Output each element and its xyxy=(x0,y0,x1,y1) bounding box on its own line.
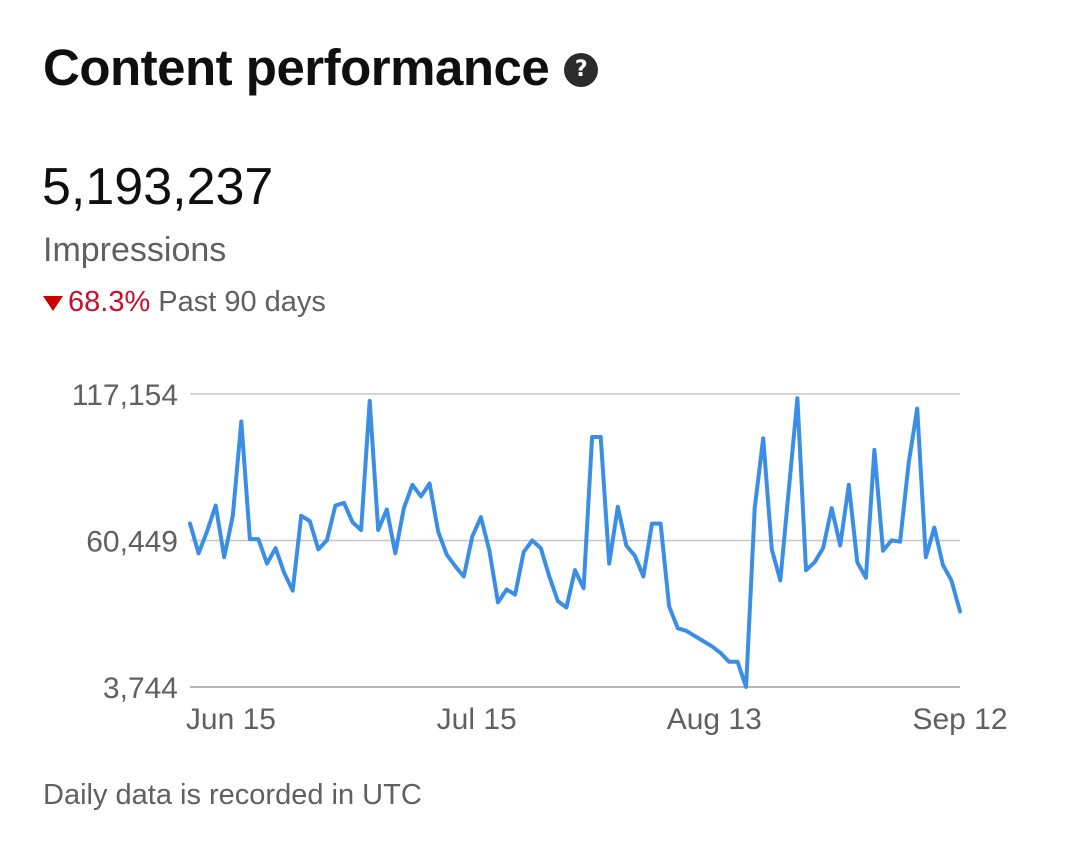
page-title: Content performance xyxy=(43,39,550,96)
y-tick-label: 60,449 xyxy=(86,526,178,559)
triangle-down-icon xyxy=(43,295,63,311)
metric-label: Impressions xyxy=(43,231,227,269)
question-circle-icon[interactable]: ? xyxy=(564,53,599,87)
x-tick-label: Jun 15 xyxy=(186,703,276,736)
change-row: 68.3% Past 90 days xyxy=(43,283,326,321)
x-tick-label: Sep 12 xyxy=(912,703,1007,736)
utc-footnote: Daily data is recorded in UTC xyxy=(43,779,422,811)
chart-y-axis: 117,154 60,449 3,744 xyxy=(72,379,178,705)
change-percent: 68.3% xyxy=(68,286,151,318)
impressions-series-line[interactable] xyxy=(188,396,962,689)
impressions-total: 5,193,237 xyxy=(42,158,274,216)
x-tick-label: Aug 13 xyxy=(667,703,762,736)
change-period: Past 90 days xyxy=(158,286,326,318)
x-tick-label: Jul 15 xyxy=(437,703,517,736)
y-tick-label: 3,744 xyxy=(103,672,178,705)
chart-series-layer xyxy=(188,396,962,689)
y-tick-label: 117,154 xyxy=(72,379,178,412)
impressions-line-chart[interactable]: 117,154 60,449 3,744 Jun 15 Jul 15 Aug 13 Sep… xyxy=(0,360,1080,740)
title-row: Content performance ? xyxy=(43,38,599,98)
chart-gridlines xyxy=(190,393,960,688)
chart-x-axis: Jun 15 Jul 15 Aug 13 Sep 12 xyxy=(186,703,1008,736)
